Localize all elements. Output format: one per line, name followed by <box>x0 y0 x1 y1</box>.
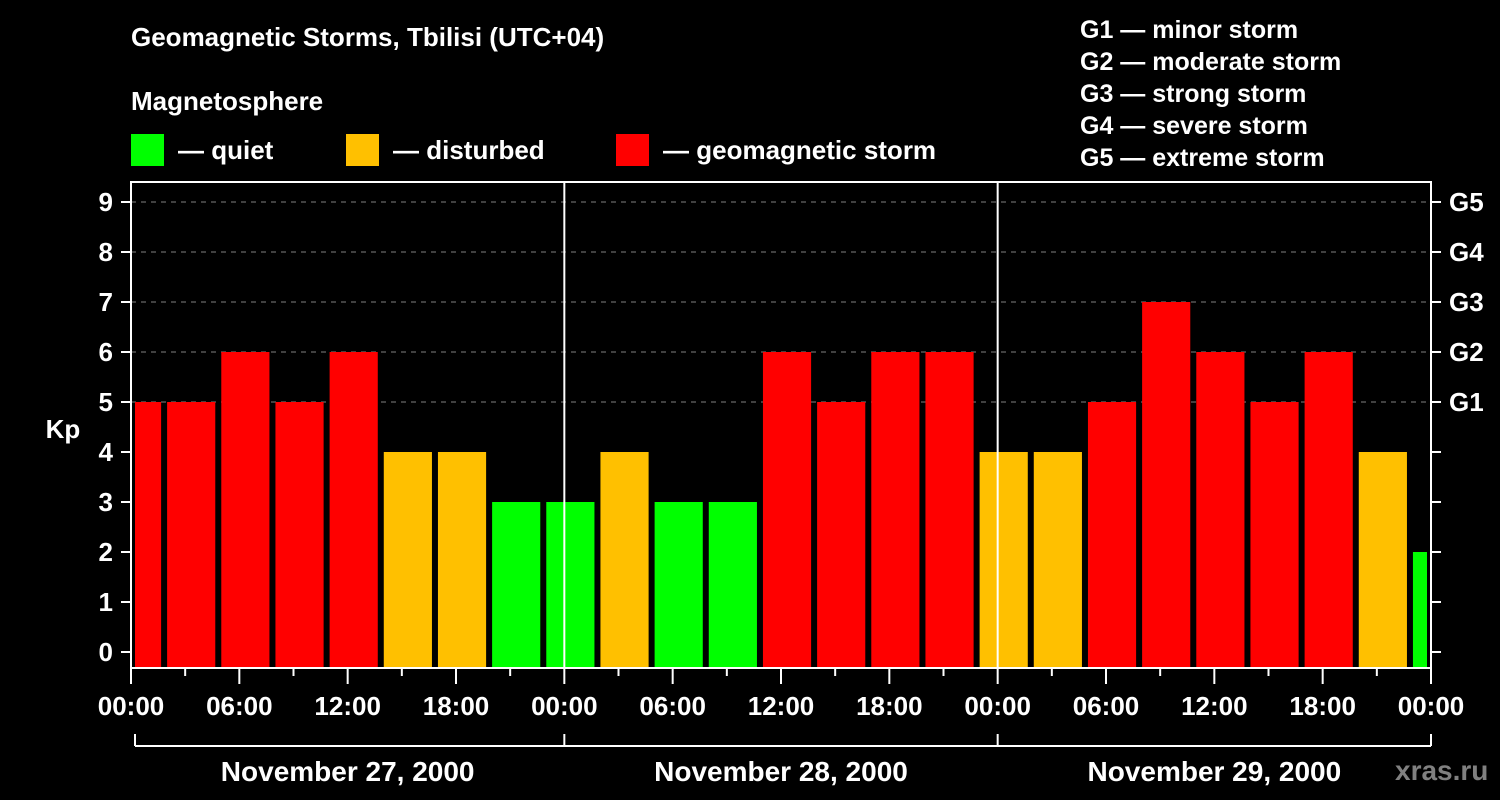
kp-bar <box>383 452 432 667</box>
y-tick-label: 7 <box>99 287 113 317</box>
legend-swatch-storm <box>616 134 649 166</box>
legend-swatch-quiet <box>131 134 164 166</box>
g-level-label: G1 <box>1449 387 1484 417</box>
kp-bar <box>600 452 649 667</box>
x-tick-label: 18:00 <box>1289 691 1356 721</box>
kp-bar <box>546 502 595 667</box>
y-tick-label: 6 <box>99 337 113 367</box>
x-tick-label: 12:00 <box>748 691 815 721</box>
legend-storm: — geomagnetic storm <box>616 134 936 166</box>
y-tick-label: 3 <box>99 487 113 517</box>
kp-bar <box>871 352 920 667</box>
g-level-label: G5 <box>1449 187 1484 217</box>
kp-bar <box>135 402 162 667</box>
legend-label-quiet: — quiet <box>178 134 274 165</box>
kp-bar <box>1250 402 1299 667</box>
legend-label-disturbed: — disturbed <box>393 134 545 165</box>
x-tick-label: 18:00 <box>423 691 490 721</box>
x-tick-label: 12:00 <box>1181 691 1248 721</box>
day-label: November 29, 2000 <box>1087 756 1341 787</box>
y-tick-label: 2 <box>99 537 113 567</box>
kp-bar <box>1412 552 1427 667</box>
kp-bar <box>1142 302 1191 667</box>
g-level-label: G2 <box>1449 337 1484 367</box>
kp-bar <box>275 402 324 667</box>
legend-label-storm: — geomagnetic storm <box>663 134 937 165</box>
kp-bar <box>221 352 270 667</box>
kp-bar <box>1033 452 1082 667</box>
kp-bar <box>979 452 1028 667</box>
x-tick-label: 00:00 <box>531 691 598 721</box>
x-tick-label: 18:00 <box>856 691 923 721</box>
chart-title: Geomagnetic Storms, Tbilisi (UTC+04) <box>131 22 605 52</box>
y-tick-label: 0 <box>99 637 113 667</box>
x-tick-label: 00:00 <box>964 691 1031 721</box>
legend-disturbed: — disturbed <box>346 134 545 166</box>
day-label: November 27, 2000 <box>221 756 475 787</box>
kp-bar <box>708 502 757 667</box>
g-level-label: G3 <box>1449 287 1484 317</box>
chart-subtitle: Magnetosphere <box>131 86 324 116</box>
kp-bar <box>1196 352 1245 667</box>
kp-bar <box>1304 352 1353 667</box>
kp-bar <box>167 402 216 667</box>
y-tick-label: 9 <box>99 187 113 217</box>
g-scale-item: G2 — moderate storm <box>1080 48 1342 76</box>
g-scale-item: G1 — minor storm <box>1080 16 1299 44</box>
kp-bar <box>1087 402 1137 667</box>
x-tick-label: 06:00 <box>639 691 706 721</box>
kp-bar <box>437 452 487 667</box>
legend-quiet: — quiet <box>131 134 273 166</box>
y-axis-label: Kp <box>46 414 81 444</box>
kp-bar <box>762 352 812 667</box>
y-tick-label: 5 <box>99 387 113 417</box>
kp-bar <box>654 502 703 667</box>
x-tick-label: 12:00 <box>314 691 381 721</box>
y-tick-label: 4 <box>99 437 114 467</box>
g-scale-item: G3 — strong storm <box>1080 80 1307 108</box>
watermark: xras.ru <box>1395 755 1489 786</box>
x-tick-label: 00:00 <box>98 691 165 721</box>
day-label: November 28, 2000 <box>654 756 908 787</box>
legend-swatch-disturbed <box>346 134 379 166</box>
kp-bar <box>925 352 974 667</box>
kp-bar <box>492 502 541 667</box>
g-scale-item: G4 — severe storm <box>1080 112 1308 140</box>
g-scale-legend: G1 — minor storm G2 — moderate storm G3 … <box>1080 14 1341 174</box>
bars <box>135 302 1427 667</box>
x-tick-label: 06:00 <box>206 691 273 721</box>
kp-bar <box>1358 452 1407 667</box>
kp-bar <box>329 352 378 667</box>
g-scale-item: G5 — extreme storm <box>1080 144 1325 172</box>
axes: 0 1 2 3 4 5 6 7 8 9 G1 G2 G3 G4 G5 00:00 06:00 12:00 18:00… <box>98 181 1484 787</box>
x-tick-label: 06:00 <box>1073 691 1140 721</box>
x-tick-label: 00:00 <box>1398 691 1465 721</box>
y-tick-label: 1 <box>99 587 113 617</box>
kp-bar <box>817 402 866 667</box>
g-level-label: G4 <box>1449 237 1484 267</box>
y-tick-label: 8 <box>99 237 113 267</box>
